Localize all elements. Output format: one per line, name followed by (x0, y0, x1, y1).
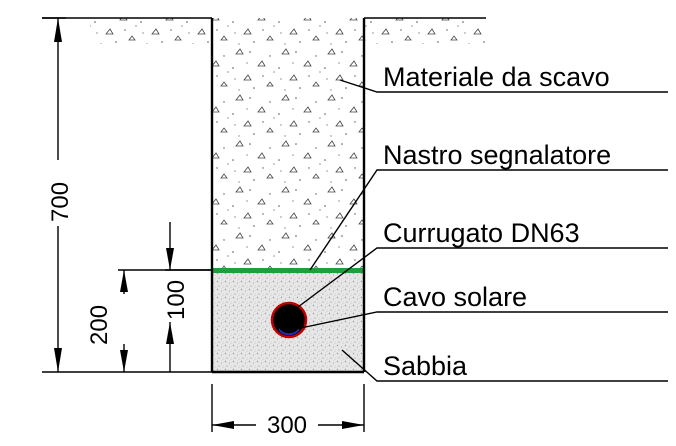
label-sand: Sabbia (383, 351, 468, 381)
label-solar-cable: Cavo solare (383, 282, 527, 312)
dimension-cable-depth: 100 (163, 222, 212, 372)
label-conduit: Currugato DN63 (383, 218, 580, 248)
label-warning-tape: Nastro segnalatore (383, 140, 611, 170)
warning-tape (212, 268, 364, 273)
dimension-label-total-depth: 700 (47, 182, 74, 222)
dimension-label-sand-height: 200 (86, 305, 113, 345)
dimension-sand-height: 200 (86, 270, 212, 372)
dimension-label-cable-depth: 100 (163, 280, 190, 320)
conduit-with-cable (272, 303, 306, 337)
excavated-material-fill (212, 18, 364, 270)
label-excavated-material: Materiale da scavo (383, 62, 610, 92)
dimension-trench-width: 300 (212, 384, 364, 439)
dimension-label-trench-width: 300 (267, 412, 307, 439)
